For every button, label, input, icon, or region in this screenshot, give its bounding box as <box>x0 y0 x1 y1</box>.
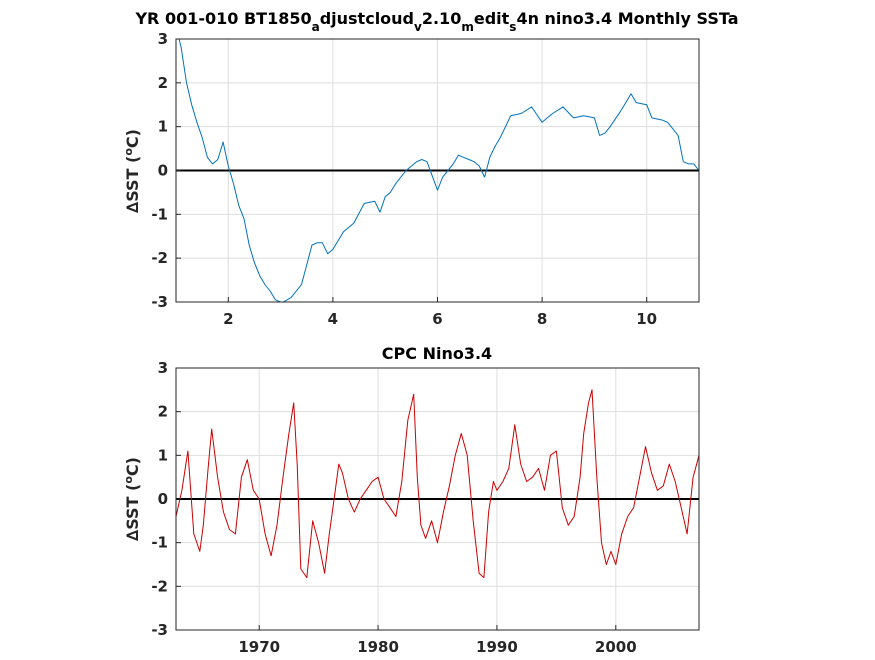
series-line <box>176 389 699 579</box>
y-tick-label: 0 <box>158 162 168 180</box>
x-tick-label: 2000 <box>595 638 637 656</box>
panel-1-ticks: 2 4 6 8 10 -3 -2 -1 0 1 2 3 <box>151 30 657 328</box>
panel-cpc-nino34: CPC Nino3.4 ∆SST (oC) 1970 1980 1990 2000 -3… <box>122 344 700 656</box>
y-tick-label: -3 <box>151 293 168 311</box>
y-tick-label: 2 <box>158 74 168 92</box>
panel-1-ylabel: ∆SST (oC) <box>122 129 143 213</box>
y-tick-label: -1 <box>151 205 168 223</box>
x-tick-label: 10 <box>636 310 657 328</box>
x-tick-label: 1990 <box>476 638 518 656</box>
y-tick-label: 0 <box>158 490 168 508</box>
panel-2-ylabel: ∆SST (oC) <box>122 457 143 541</box>
y-tick-label: 3 <box>158 30 168 48</box>
y-tick-label: -3 <box>151 621 168 639</box>
y-tick-label: 1 <box>158 118 168 136</box>
y-tick-label: 3 <box>158 359 168 377</box>
y-tick-label: -2 <box>151 249 168 267</box>
panel-1-title: YR 001-010 BT1850adjustcloudv2.10medits4… <box>134 9 738 34</box>
x-tick-label: 8 <box>537 310 547 328</box>
panel-2-ticks: 1970 1980 1990 2000 -3 -2 -1 0 1 2 3 <box>151 359 636 656</box>
y-tick-label: -2 <box>151 577 168 595</box>
y-tick-label: 2 <box>158 403 168 421</box>
panel-model-nino34: YR 001-010 BT1850adjustcloudv2.10medits4… <box>122 9 739 328</box>
x-tick-label: 2 <box>223 310 233 328</box>
panel-2-title: CPC Nino3.4 <box>382 344 492 363</box>
x-tick-label: 1970 <box>238 638 280 656</box>
panel-1-series <box>178 39 699 302</box>
x-tick-label: 4 <box>328 310 338 328</box>
panel-2-series <box>176 389 699 579</box>
x-tick-label: 1980 <box>357 638 399 656</box>
y-tick-label: 1 <box>158 446 168 464</box>
y-tick-label: -1 <box>151 534 168 552</box>
series-line <box>178 39 699 302</box>
x-tick-label: 6 <box>432 310 442 328</box>
